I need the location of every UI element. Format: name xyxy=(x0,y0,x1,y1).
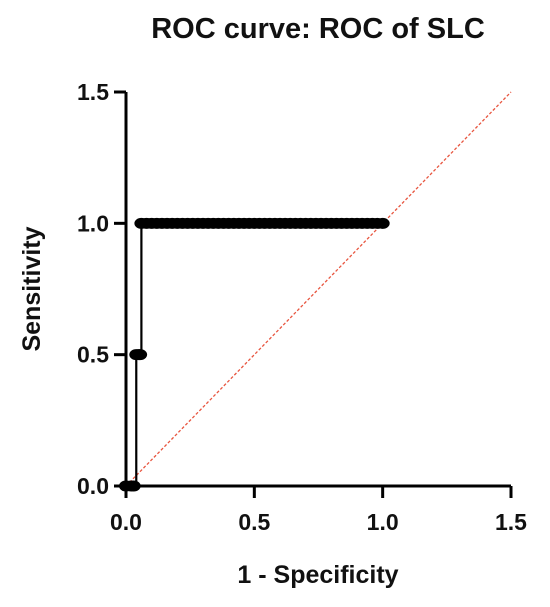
y-axis-title: Sensitivity xyxy=(18,226,46,351)
y-tick-label: 0.0 xyxy=(77,473,109,499)
y-tick-label: 1.0 xyxy=(77,210,109,236)
x-tick-label: 1.0 xyxy=(367,509,399,535)
x-axis-title: 1 - Specificity xyxy=(237,561,398,589)
axes: 0.0 0.5 1.0 1.5 0.0 0.5 1.0 1.5 xyxy=(77,79,527,535)
y-tick-label: 0.5 xyxy=(77,342,109,368)
x-tick-label: 0.0 xyxy=(110,509,142,535)
chart-title: ROC curve: ROC of SLC xyxy=(151,13,485,45)
x-tick-label: 0.5 xyxy=(238,509,270,535)
x-tick-label: 1.5 xyxy=(495,509,527,535)
plot-area xyxy=(119,91,512,492)
y-tick-label: 1.5 xyxy=(77,79,109,105)
roc-point xyxy=(133,349,148,361)
roc-point xyxy=(375,217,390,229)
reference-diagonal-line xyxy=(125,91,512,487)
